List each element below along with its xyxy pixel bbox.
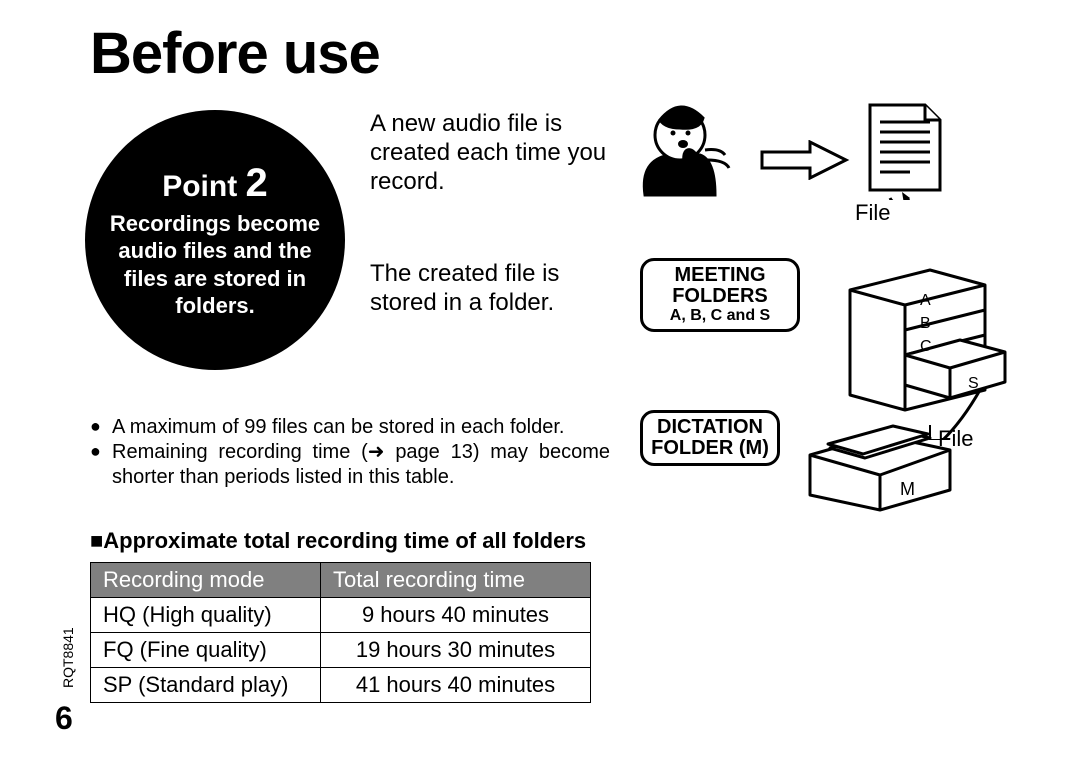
paragraph-record: A new audio file is created each time yo…: [370, 110, 620, 196]
table-row: SP (Standard play) 41 hours 40 minutes: [91, 668, 591, 703]
dictation-folder-box: DICTATION FOLDER (M): [640, 410, 780, 466]
note-item: A maximum of 99 files can be stored in e…: [90, 415, 610, 440]
cabinet-icon: A B C S: [830, 260, 1030, 440]
file-label: File: [855, 200, 890, 226]
recording-time-table: Recording mode Total recording time HQ (…: [90, 562, 591, 703]
meeting-folders-title: MEETING FOLDERS: [649, 265, 791, 307]
point-description: Recordings become audio files and the fi…: [85, 210, 345, 320]
meeting-folders-sub: A, B, C and S: [649, 307, 791, 325]
svg-text:M: M: [900, 479, 915, 499]
page-number: 6: [55, 700, 73, 737]
table-row: HQ (High quality) 9 hours 40 minutes: [91, 598, 591, 633]
arrow-right-icon: [760, 140, 850, 180]
note-item: Remaining recording time (➜ page 13) may…: [90, 440, 610, 490]
manual-page: Before use Point 2 Recordings become aud…: [0, 0, 1080, 766]
file-icon: [860, 100, 950, 200]
svg-text:B: B: [920, 315, 931, 332]
file-label-lower: File: [938, 426, 973, 452]
meeting-folders-box: MEETING FOLDERS A, B, C and S: [640, 258, 800, 332]
point-circle: Point 2 Recordings become audio files an…: [85, 110, 345, 370]
paragraph-stored: The created file is stored in a folder.: [370, 260, 620, 318]
notes-list: A maximum of 99 files can be stored in e…: [90, 415, 610, 490]
table-header: Total recording time: [321, 563, 591, 598]
page-title: Before use: [90, 20, 1020, 87]
table-row: FQ (Fine quality) 19 hours 30 minutes: [91, 633, 591, 668]
svg-text:S: S: [968, 375, 979, 392]
point-number: Point 2: [162, 161, 268, 206]
person-recording-icon: [625, 100, 745, 200]
table-caption: Approximate total recording time of all …: [90, 528, 586, 554]
table-header: Recording mode: [91, 563, 321, 598]
dictation-folder-title: DICTATION FOLDER (M): [649, 417, 771, 459]
table-header-row: Recording mode Total recording time: [91, 563, 591, 598]
svg-text:C: C: [920, 338, 932, 355]
svg-text:A: A: [920, 292, 931, 309]
document-code: RQT8841: [60, 627, 76, 688]
